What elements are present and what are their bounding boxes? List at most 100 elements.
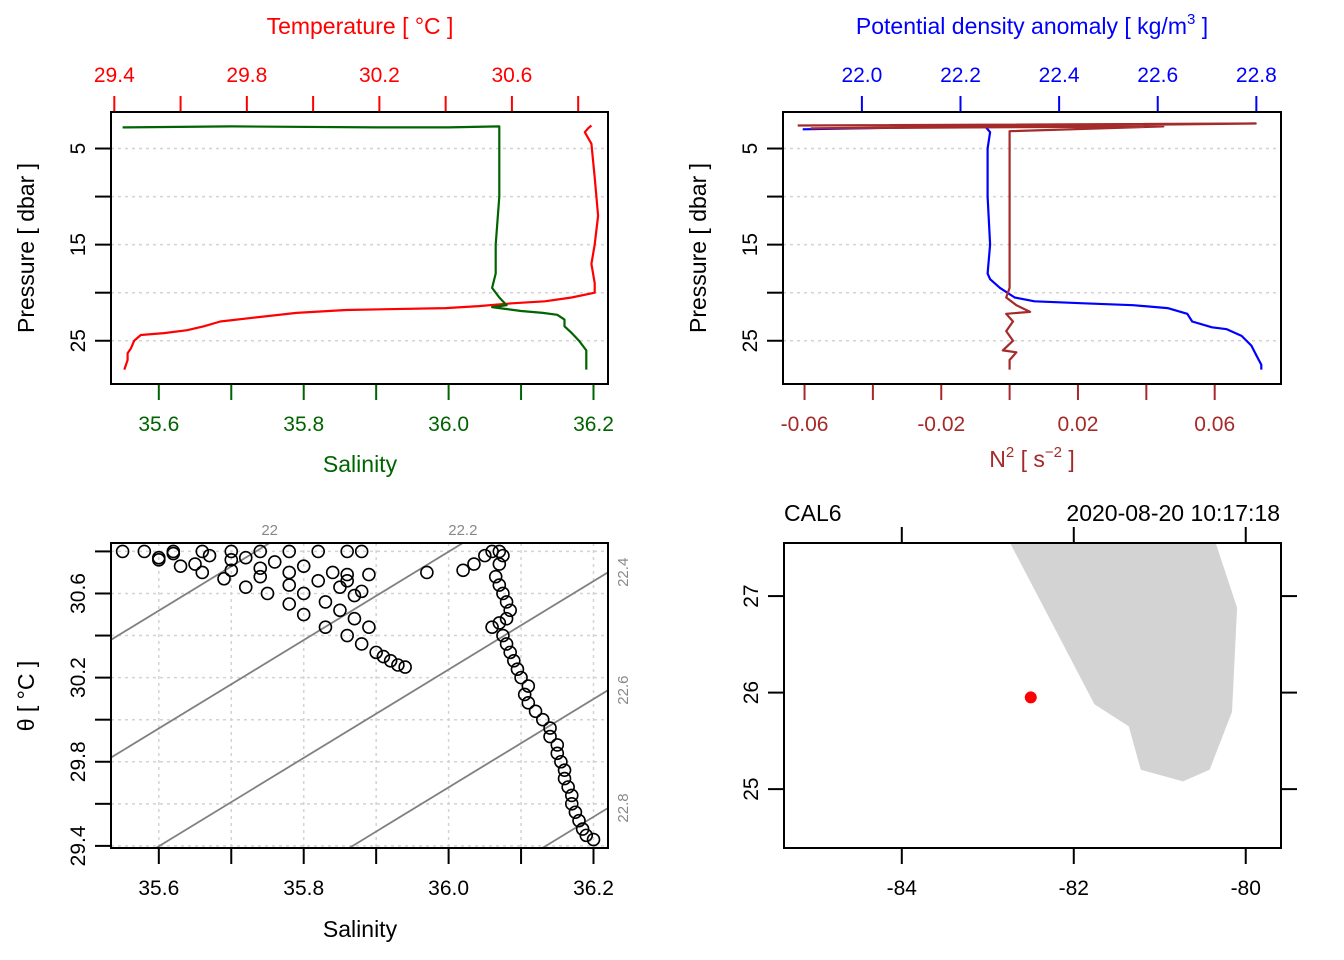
top-tick-label: 22.2 [940,64,981,87]
top-tick-label: 30.6 [491,64,532,87]
ts-point [586,832,601,847]
profile-lines [797,122,1263,370]
ts-point [224,544,239,559]
ts-point [514,670,528,685]
station-map-panel: CAL6 2020-08-20 10:17:18 -84 -82 -80 25 26 27 [740,500,1297,900]
ts-point [340,544,354,559]
ts-point [166,546,181,561]
salinity-tick-label: 36.2 [573,877,614,900]
isopycnals: 22 22.2 22.4 22.6 22.8 [111,522,632,848]
series-salinity [122,125,588,370]
ts-point [543,721,557,735]
salinity-tick-label: 35.8 [283,877,324,900]
ts-point [333,580,347,594]
ts-point [467,557,481,571]
bottom-tick-label: 35.8 [283,413,324,436]
ts-point [224,563,239,578]
pressure-ticks: 5 15 25 [67,143,111,352]
plot-frame [110,111,609,385]
top-tick-label: 22.0 [841,64,882,87]
ts-point [564,788,579,803]
land [1010,543,1238,782]
station-name: CAL6 [784,500,842,526]
isopycnal-label: 22.2 [448,522,477,539]
ts-point [318,595,333,609]
ts-point [557,771,572,786]
ts-point [496,586,510,601]
ts-point [561,780,575,794]
isopycnal-label: 22.6 [615,676,632,705]
longitude-tick-label: -80 [1231,877,1261,900]
ts-point [550,738,565,752]
ts-point [503,603,517,618]
n2-title-n: N [989,446,1006,472]
ts-point [296,586,311,601]
isopycnal-line [348,689,608,848]
ts-point [369,645,383,660]
ts-point [499,595,514,609]
salinity-tick-label: 36.0 [428,877,469,900]
ts-point [568,805,583,820]
temperature-ticks: 29.4 29.8 30.2 30.6 [94,64,580,112]
ts-point [340,567,354,582]
salinity-axis-title: Salinity [323,916,398,942]
theta-axis-title: θ [ °C ] [13,661,39,732]
ts-point [492,578,507,592]
ts-point [398,660,412,674]
density-axis-title: Potential density anomaly [ kg/m3 ] [856,11,1208,39]
isopycnal-line [155,571,608,848]
ts-point [195,544,210,559]
grid [111,543,608,848]
latitude-tick-label: 27 [740,584,763,607]
ts-point [333,603,347,618]
ts-point [115,544,130,559]
density-ticks: 22.0 22.2 22.4 22.6 22.8 [841,64,1277,112]
ts-point [554,754,568,769]
bottom-tick-label: 0.02 [1058,413,1099,436]
pressure-axis-title: Pressure [ dbar ] [13,163,39,333]
theta-tick-label: 30.2 [67,657,90,698]
ts-point [535,712,550,727]
ts-point [253,569,268,584]
theta-ticks: 29.4 29.8 30.2 30.6 [67,550,111,866]
ts-point [510,662,525,677]
pressure-tick-label: 25 [67,329,90,352]
isopycnal-label: 22.4 [615,558,632,587]
ts-point [188,557,202,571]
ts-point [152,553,166,567]
latitude-tick-label: 25 [740,777,763,800]
ts-point [564,797,579,811]
ts-point [543,729,557,744]
ts-point [478,548,492,563]
ts-point [173,559,188,573]
ts-point [296,559,311,573]
salinity-ticks: 35.6 35.8 36.0 36.2 [138,384,614,436]
ts-point [238,550,253,565]
ts-point [492,557,507,571]
grid [111,147,608,342]
bottom-tick-label: 36.0 [428,413,469,436]
pressure-ticks: 5 15 25 [739,143,783,352]
station-marker [1024,691,1037,704]
density-n2-profile-panel: Potential density anomaly [ kg/m3 ] N2 [… [685,11,1282,472]
ts-point [503,645,517,660]
ts-point [496,548,510,563]
ts-point [507,653,521,668]
n2-axis-title: N2 [ s−2 ] [989,444,1075,472]
temperature-salinity-profile-panel: Temperature [ °C ] Salinity Pressure [ d… [13,13,614,477]
pressure-tick-label: 5 [67,143,90,155]
pressure-tick-label: 15 [67,233,90,256]
longitude-tick-label: -84 [887,877,918,900]
n2-ticks: -0.06 -0.02 0.02 0.06 [781,384,1235,436]
ts-point [499,611,514,626]
pressure-tick-label: 25 [739,329,762,352]
density-title-main: Potential density anomaly [ kg/m [856,13,1187,39]
n2-title-sup2: −2 [1045,444,1062,461]
ts-point [550,746,565,761]
profile-lines [122,124,600,370]
ts-point [311,544,326,559]
ts-point [217,571,231,586]
density-title-end: ] [1195,13,1208,39]
top-tick-label: 22.8 [1236,64,1277,87]
ts-diagram-panel: Salinity θ [ °C ] 22 22.2 22.4 22.6 22.8 35.… [13,522,632,942]
